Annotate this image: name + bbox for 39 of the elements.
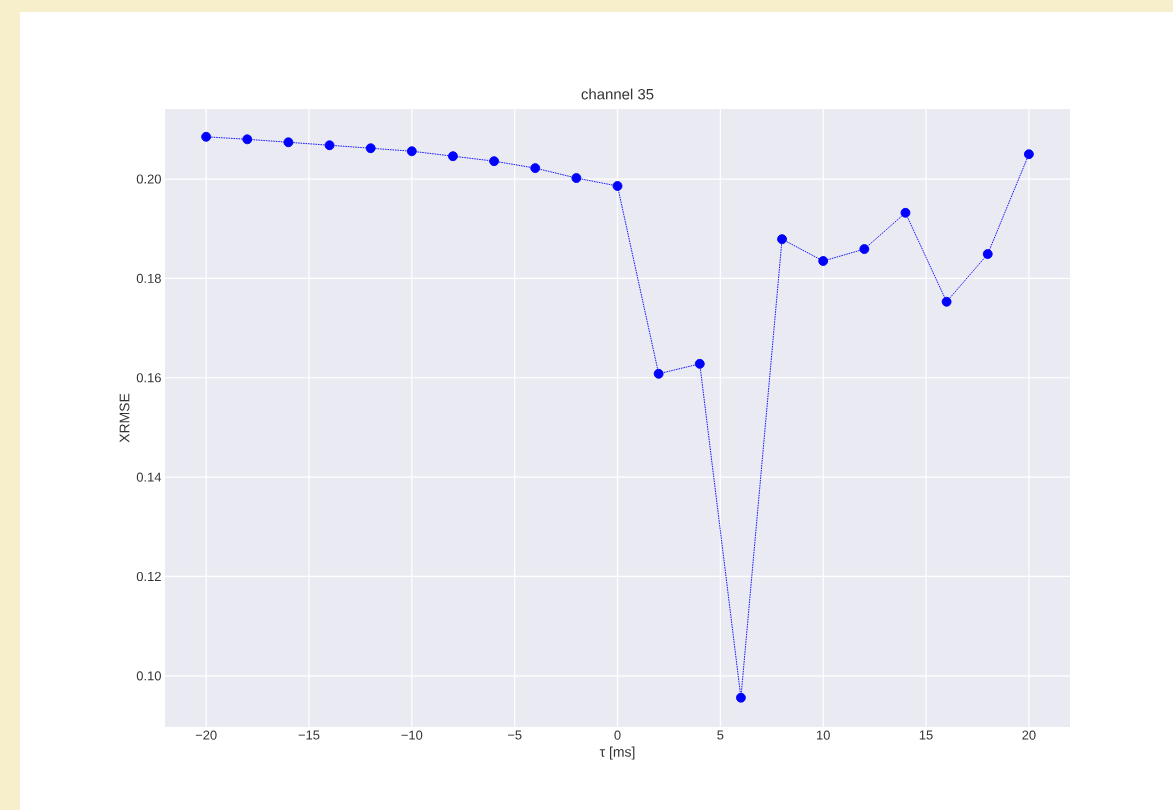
- point: [324, 140, 335, 151]
- point: [777, 234, 787, 245]
- x-tick-label: −15: [298, 730, 320, 740]
- x-tick-label: −5: [507, 730, 522, 740]
- point: [448, 151, 458, 162]
- x-tick-label: 20: [1022, 730, 1036, 740]
- x-tick-label: −20: [195, 730, 217, 740]
- y-axis-title: XRMSE: [119, 393, 130, 443]
- y-tick-label: 0.20: [136, 174, 161, 184]
- point: [201, 131, 212, 142]
- x-tick-label: 0: [614, 730, 621, 740]
- point: [489, 156, 500, 167]
- point: [530, 163, 541, 174]
- y-tick-label: 0.14: [136, 472, 162, 482]
- point: [612, 181, 623, 191]
- point: [941, 296, 952, 307]
- point: [982, 249, 993, 259]
- x-axis-title: τ [ms]: [599, 746, 635, 760]
- point: [406, 146, 417, 157]
- y-tick-label: 0.10: [136, 671, 161, 681]
- point: [653, 368, 664, 379]
- point: [859, 244, 870, 255]
- point: [571, 173, 582, 183]
- x-tick-label: −10: [401, 730, 423, 740]
- x-tick-label: 15: [919, 730, 933, 740]
- point: [365, 143, 376, 154]
- point: [1023, 149, 1034, 160]
- chart-title: channel 35: [581, 88, 654, 100]
- y-tick-label: 0.16: [136, 373, 161, 383]
- point: [694, 358, 705, 369]
- point: [900, 207, 911, 218]
- y-tick-label: 0.12: [136, 571, 161, 582]
- x-tick-label: 5: [717, 730, 724, 740]
- y-tick-label: 0.18: [136, 273, 161, 283]
- point: [818, 256, 829, 266]
- point: [735, 692, 746, 703]
- point: [283, 137, 294, 148]
- point: [242, 134, 253, 145]
- x-tick-label: 10: [816, 730, 830, 740]
